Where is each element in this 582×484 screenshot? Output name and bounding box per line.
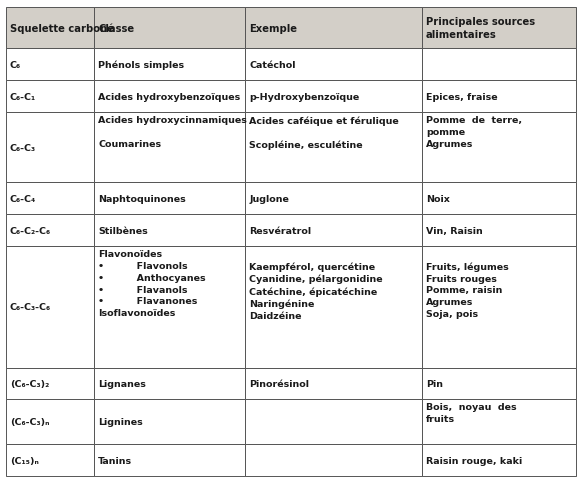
Text: Stilbènes: Stilbènes [98,227,148,235]
Bar [6,215,94,247]
Bar [422,183,576,215]
Text: p-Hydroxybenzoïque: p-Hydroxybenzoïque [250,92,360,102]
Text: (C₁₅)ₙ: (C₁₅)ₙ [10,455,39,465]
Text: Lignanes: Lignanes [98,379,146,388]
Text: Raisin rouge, kaki: Raisin rouge, kaki [426,455,523,465]
Bar [6,113,94,183]
Bar [94,113,246,183]
Text: C₆: C₆ [10,61,21,70]
Bar [246,215,422,247]
Text: C₆-C₃-C₆: C₆-C₃-C₆ [10,303,51,312]
Bar [246,444,422,476]
Text: Catéchol: Catéchol [250,61,296,70]
Text: (C₆-C₃)ₙ: (C₆-C₃)ₙ [10,417,49,426]
Bar [6,81,94,113]
Bar [94,183,246,215]
Text: Flavonoïdes
•          Flavonols
•          Anthocyanes
•          Flavanols
•  : Flavonoïdes • Flavonols • Anthocyanes • … [98,250,206,318]
Text: C₆-C₁: C₆-C₁ [10,92,36,102]
Text: Fruits, légumes
Fruits rouges
Pomme, raisin
Agrumes
Soja, pois: Fruits, légumes Fruits rouges Pomme, rai… [426,250,509,318]
Bar [422,113,576,183]
Bar [422,8,576,49]
Bar [6,444,94,476]
Bar [246,368,422,400]
Text: Lignines: Lignines [98,417,143,426]
Bar [94,247,246,368]
Bar [246,247,422,368]
Bar [94,49,246,81]
Bar [94,81,246,113]
Bar [246,113,422,183]
Bar [422,444,576,476]
Bar [246,183,422,215]
Bar [246,49,422,81]
Text: C₆-C₂-C₆: C₆-C₂-C₆ [10,227,51,235]
Bar [94,368,246,400]
Text: Classe: Classe [98,24,134,34]
Text: Phénols simples: Phénols simples [98,60,184,70]
Bar [422,247,576,368]
Text: Bois,  noyau  des
fruits: Bois, noyau des fruits [426,403,517,424]
Text: Vin, Raisin: Vin, Raisin [426,227,483,235]
Text: Exemple: Exemple [250,24,297,34]
Text: Acides hydroxycinnamiques

Coumarines: Acides hydroxycinnamiques Coumarines [98,116,247,149]
Text: Naphtoquinones: Naphtoquinones [98,195,186,203]
Bar [94,400,246,444]
Text: Noix: Noix [426,195,450,203]
Text: Acides caféique et férulique

Scopléine, esculétine: Acides caféique et férulique Scopléine, … [250,116,399,150]
Text: Pinorésinol: Pinorésinol [250,379,310,388]
Text: Principales sources
alimentaires: Principales sources alimentaires [426,17,535,40]
Bar [94,215,246,247]
Bar [94,8,246,49]
Text: Acides hydroxybenzoïques: Acides hydroxybenzoïques [98,92,240,102]
Text: Kaempférol, quercétine
Cyanidine, pélargonidine
Catéchine, épicatéchine
Naringén: Kaempférol, quercétine Cyanidine, pélarg… [250,250,383,320]
Bar [246,400,422,444]
Bar [6,183,94,215]
Text: Tanins: Tanins [98,455,133,465]
Text: (C₆-C₃)₂: (C₆-C₃)₂ [10,379,49,388]
Bar [422,368,576,400]
Text: Pomme  de  terre,
pomme
Agrumes: Pomme de terre, pomme Agrumes [426,116,522,149]
Text: Pin: Pin [426,379,443,388]
Bar [422,81,576,113]
Text: Squelette carboné: Squelette carboné [10,23,114,34]
Bar [94,444,246,476]
Bar [6,247,94,368]
Text: Resvératrol: Resvératrol [250,227,311,235]
Text: Juglone: Juglone [250,195,289,203]
Text: C₆-C₄: C₆-C₄ [10,195,36,203]
Bar [422,215,576,247]
Bar [6,8,94,49]
Bar [6,400,94,444]
Bar [422,400,576,444]
Bar [422,49,576,81]
Bar [246,81,422,113]
Text: Epices, fraise: Epices, fraise [426,92,498,102]
Bar [6,49,94,81]
Text: C₆-C₃: C₆-C₃ [10,144,36,152]
Bar [246,8,422,49]
Bar [6,368,94,400]
